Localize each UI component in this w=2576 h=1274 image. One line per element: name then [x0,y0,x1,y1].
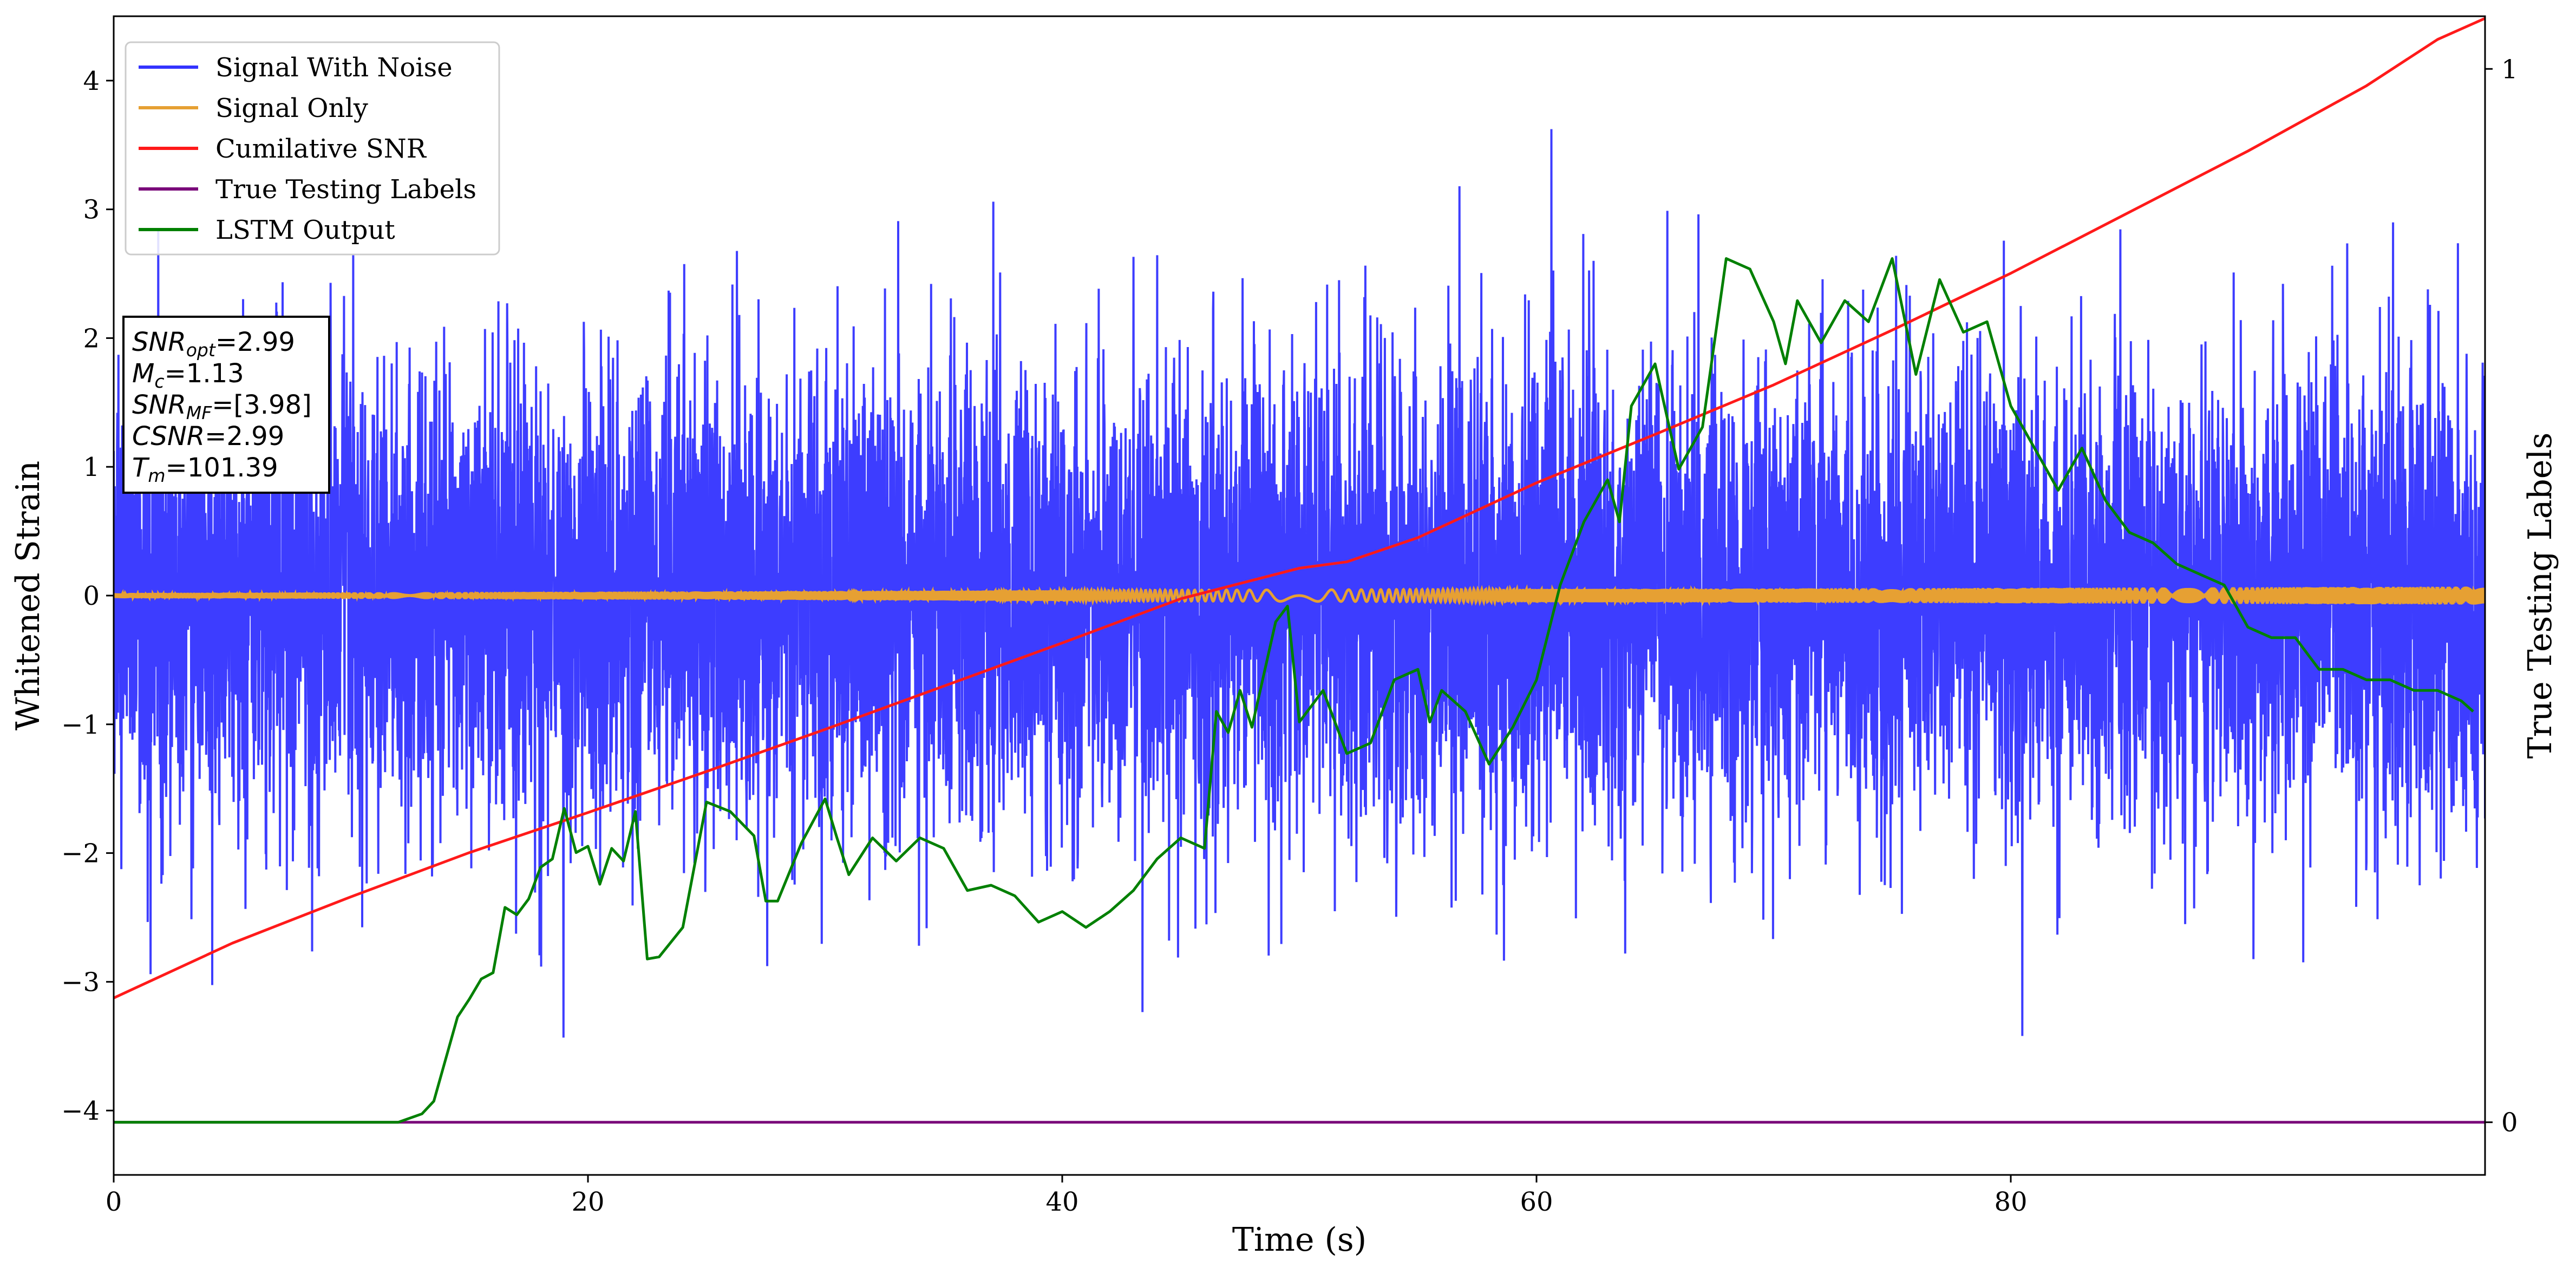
legend-label: Cumilative SNR [215,134,427,164]
y-right-tick-label: 1 [2501,54,2518,84]
x-axis-label: Time (s) [1232,1221,1367,1259]
x-tick-label: 0 [106,1187,122,1217]
y-left-tick-label: 2 [83,323,100,354]
legend-label: True Testing Labels [215,174,476,205]
y-axis-label-left: Whitened Strain [9,461,47,730]
stats-annotation-line: Tm=101.39 [132,453,278,486]
series-line-cumilative-snr [114,17,2485,999]
stats-annotation-line: SNRopt=2.99 [132,327,295,361]
x-tick-label: 20 [571,1187,604,1217]
stats-annotation-frame [122,316,330,494]
y-left-tick-label: 3 [83,195,100,225]
stats-annotation: SNRopt=2.99Mc=1.13SNRMF=[3.98]CSNR=2.99T… [122,316,330,494]
x-tick-label: 40 [1045,1187,1078,1217]
y-left-tick-label: 0 [83,581,100,611]
series-line-signal-with-noise [114,129,2485,1038]
y-right-tick-label: 0 [2501,1108,2518,1138]
x-tick-label: 60 [1520,1187,1553,1217]
y-left-tick-label: 4 [83,66,100,96]
stats-annotation-line: CSNR=2.99 [132,421,284,452]
legend-label: Signal With Noise [215,53,453,83]
y-left-tick-label: −2 [61,839,100,869]
legend-label: Signal Only [215,93,368,123]
stats-annotation-line: Mc=1.13 [132,358,244,392]
legend-frame [125,41,500,256]
y-axis-label-right: True Testing Labels [2521,433,2559,759]
stats-annotation-line: SNRMF=[3.98] [132,390,312,423]
series-layer [114,17,2485,1124]
legend: Signal With Noise Signal Only Cumilative S… [125,41,500,256]
series-line-lstm-output [114,257,2474,1124]
y-left-tick-label: 1 [83,452,100,482]
series-line-signal-only [114,584,2485,607]
legend-label: LSTM Output [215,215,395,245]
y-left-tick-label: −1 [61,710,100,740]
y-left-tick-label: −3 [61,967,100,997]
y-left-tick-label: −4 [61,1096,100,1126]
x-tick-label: 80 [1994,1187,2027,1217]
